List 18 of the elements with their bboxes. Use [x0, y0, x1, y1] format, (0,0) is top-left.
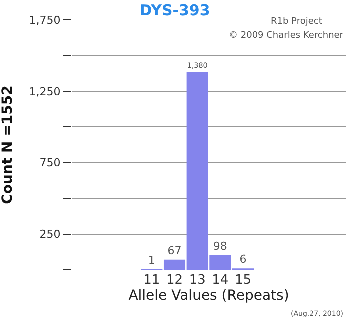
x-tick-label: 14: [212, 273, 229, 288]
x-tick-label: 11: [144, 273, 160, 288]
y-tick-label: 1,750: [29, 14, 61, 27]
x-tick-label: 12: [166, 273, 184, 288]
x-tick-label: 15: [234, 273, 252, 288]
data-label: 6: [240, 253, 247, 266]
annotation: R1b Project: [271, 17, 323, 27]
chart-title: DYS-393: [140, 1, 210, 20]
x-axis-title: Allele Values (Repeats): [128, 288, 290, 304]
x-tick-label: 13: [189, 273, 206, 288]
data-label: 67: [168, 244, 182, 258]
y-tick-label: 250: [40, 228, 61, 242]
y-tick-label: 750: [40, 156, 61, 170]
y-tick-label: 1,250: [29, 85, 61, 98]
y-axis-title: Count N =1552: [0, 86, 16, 204]
data-label: 98: [213, 240, 228, 253]
data-label: 1: [148, 254, 156, 267]
annotation: © 2009 Charles Kerchner: [229, 31, 344, 41]
